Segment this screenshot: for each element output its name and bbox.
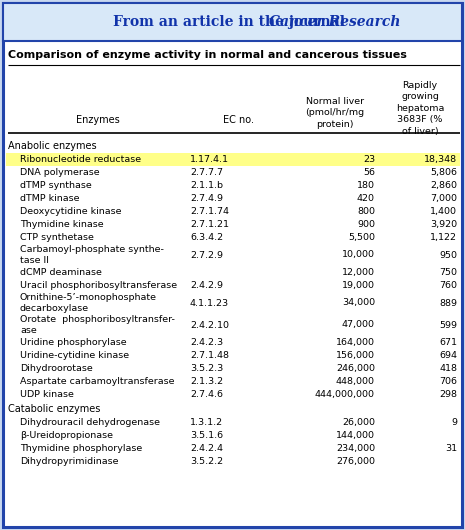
Text: 2,860: 2,860 [430, 181, 457, 190]
Text: 2.7.4.6: 2.7.4.6 [190, 390, 223, 399]
Text: 3,920: 3,920 [430, 220, 457, 229]
Text: Thymidine kinase: Thymidine kinase [20, 220, 104, 229]
Text: 26,000: 26,000 [342, 418, 375, 427]
Text: 1,400: 1,400 [430, 207, 457, 216]
Text: 3.5.2.2: 3.5.2.2 [190, 457, 223, 466]
Text: 144,000: 144,000 [336, 431, 375, 440]
Text: Orotate  phosphoribosyltransfer-
ase: Orotate phosphoribosyltransfer- ase [20, 315, 175, 335]
Text: β-Ureidopropionase: β-Ureidopropionase [20, 431, 113, 440]
Text: Aspartate carbamoyltransferase: Aspartate carbamoyltransferase [20, 377, 174, 386]
Text: 4.1.1.23: 4.1.1.23 [190, 298, 229, 307]
Text: 12,000: 12,000 [342, 268, 375, 277]
Text: UDP kinase: UDP kinase [20, 390, 74, 399]
Text: Ornithine-5’-monophosphate
decarboxylase: Ornithine-5’-monophosphate decarboxylase [20, 293, 157, 313]
Text: 900: 900 [357, 220, 375, 229]
Text: 10,000: 10,000 [342, 251, 375, 260]
Text: Uridine phosphorylase: Uridine phosphorylase [20, 338, 126, 347]
Text: dTMP kinase: dTMP kinase [20, 194, 80, 203]
Text: Catabolic enzymes: Catabolic enzymes [8, 404, 100, 414]
Text: Ribonucleotide reductase: Ribonucleotide reductase [20, 155, 141, 164]
Text: 448,000: 448,000 [336, 377, 375, 386]
Text: DNA polymerase: DNA polymerase [20, 168, 100, 177]
Text: 2.7.1.21: 2.7.1.21 [190, 220, 229, 229]
Text: 47,000: 47,000 [342, 321, 375, 330]
Text: 298: 298 [439, 390, 457, 399]
Text: 180: 180 [357, 181, 375, 190]
Text: 18,348: 18,348 [424, 155, 457, 164]
Text: 599: 599 [439, 321, 457, 330]
Text: Anabolic enzymes: Anabolic enzymes [8, 141, 97, 151]
Text: 23: 23 [363, 155, 375, 164]
Text: 706: 706 [439, 377, 457, 386]
Text: Uridine-cytidine kinase: Uridine-cytidine kinase [20, 351, 129, 360]
Text: dTMP synthase: dTMP synthase [20, 181, 92, 190]
Text: 2.4.2.3: 2.4.2.3 [190, 338, 223, 347]
Text: Normal liver
(pmol/hr/mg
protein): Normal liver (pmol/hr/mg protein) [306, 97, 365, 129]
Text: 1.3.1.2: 1.3.1.2 [190, 418, 223, 427]
Text: 1,122: 1,122 [430, 233, 457, 242]
Text: 2.7.1.74: 2.7.1.74 [190, 207, 229, 216]
Text: 2.7.7.7: 2.7.7.7 [190, 168, 223, 177]
Text: Carbamoyl-phosphate synthe-
tase II: Carbamoyl-phosphate synthe- tase II [20, 245, 164, 265]
Text: From an article in the journal: From an article in the journal [113, 15, 350, 29]
Text: Thymidine phosphorylase: Thymidine phosphorylase [20, 444, 142, 453]
Text: 56: 56 [363, 168, 375, 177]
Text: 1.17.4.1: 1.17.4.1 [190, 155, 229, 164]
Text: 671: 671 [439, 338, 457, 347]
Text: 2.4.2.4: 2.4.2.4 [190, 444, 223, 453]
Text: Enzymes: Enzymes [76, 115, 120, 125]
Text: 156,000: 156,000 [336, 351, 375, 360]
Text: 444,000,000: 444,000,000 [315, 390, 375, 399]
Text: 276,000: 276,000 [336, 457, 375, 466]
Text: 3.5.2.3: 3.5.2.3 [190, 364, 223, 373]
Text: CTP synthetase: CTP synthetase [20, 233, 94, 242]
Bar [6, 153, 460, 166]
Text: 889: 889 [439, 298, 457, 307]
Text: Deoxycytidine kinase: Deoxycytidine kinase [20, 207, 121, 216]
Text: Dihydropyrimidinase: Dihydropyrimidinase [20, 457, 119, 466]
Text: 234,000: 234,000 [336, 444, 375, 453]
Text: dCMP deaminase: dCMP deaminase [20, 268, 102, 277]
Text: 2.7.2.9: 2.7.2.9 [190, 251, 223, 260]
Text: 9: 9 [451, 418, 457, 427]
Text: 2.1.3.2: 2.1.3.2 [190, 377, 223, 386]
Text: 164,000: 164,000 [336, 338, 375, 347]
Text: 418: 418 [439, 364, 457, 373]
Text: Uracil phosphoribosyltransferase: Uracil phosphoribosyltransferase [20, 281, 177, 290]
Text: 2.7.4.9: 2.7.4.9 [190, 194, 223, 203]
Text: Comparison of enzyme activity in normal and cancerous tissues: Comparison of enzyme activity in normal … [8, 50, 407, 60]
Text: Dihydroorotase: Dihydroorotase [20, 364, 93, 373]
Text: 5,500: 5,500 [348, 233, 375, 242]
Text: 2.1.1.b: 2.1.1.b [190, 181, 223, 190]
Text: 6.3.4.2: 6.3.4.2 [190, 233, 223, 242]
Text: 19,000: 19,000 [342, 281, 375, 290]
Text: 246,000: 246,000 [336, 364, 375, 373]
Text: 7,000: 7,000 [430, 194, 457, 203]
Bar [3, 3, 462, 41]
Text: Rapidly
growing
hepatoma
3683F (%
of liver): Rapidly growing hepatoma 3683F (% of liv… [396, 81, 444, 136]
Text: 31: 31 [445, 444, 457, 453]
Text: 950: 950 [439, 251, 457, 260]
Text: EC no.: EC no. [224, 115, 254, 125]
Text: 800: 800 [357, 207, 375, 216]
Text: 420: 420 [357, 194, 375, 203]
Text: 34,000: 34,000 [342, 298, 375, 307]
Text: Cancer Research: Cancer Research [269, 15, 400, 29]
Text: 2.7.1.48: 2.7.1.48 [190, 351, 229, 360]
Text: Dihydrouracil dehydrogenase: Dihydrouracil dehydrogenase [20, 418, 160, 427]
Text: 3.5.1.6: 3.5.1.6 [190, 431, 223, 440]
Text: 2.4.2.9: 2.4.2.9 [190, 281, 223, 290]
Text: 2.4.2.10: 2.4.2.10 [190, 321, 229, 330]
Text: 750: 750 [439, 268, 457, 277]
Text: 694: 694 [439, 351, 457, 360]
Text: 5,806: 5,806 [430, 168, 457, 177]
Text: 760: 760 [439, 281, 457, 290]
